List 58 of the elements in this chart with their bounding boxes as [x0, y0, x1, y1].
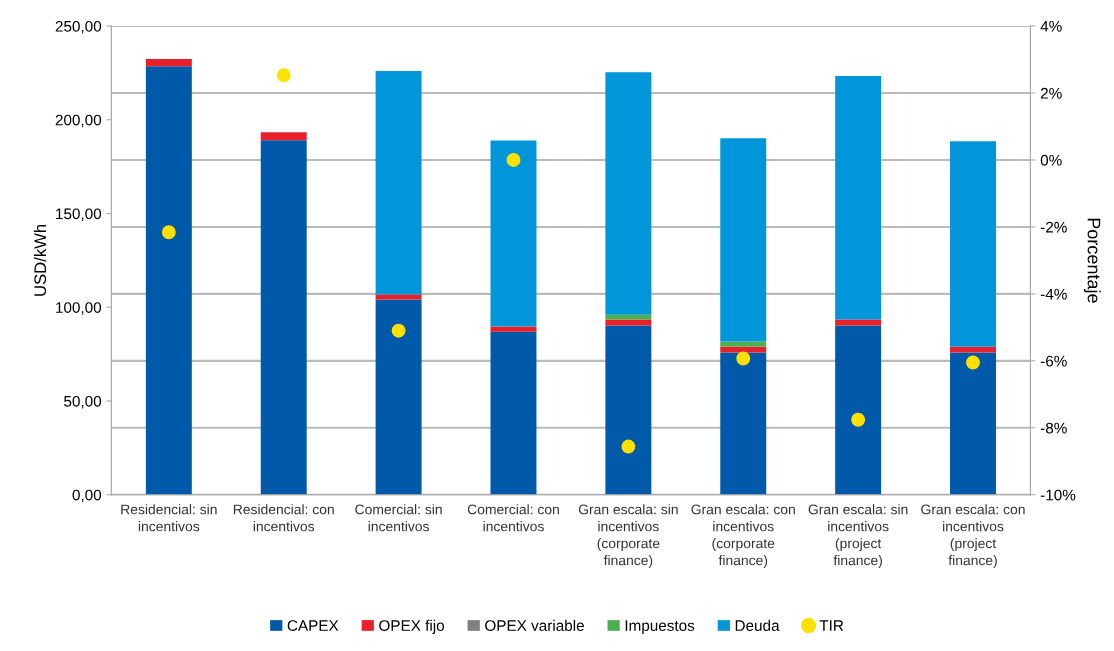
- bar: [720, 341, 767, 347]
- bar: [490, 331, 537, 495]
- x-tick-label: Comercial: sin incentivos: [355, 504, 442, 532]
- bar: [260, 132, 307, 141]
- legend-label: Impuestos: [625, 620, 695, 634]
- y2-tick-label: -4%: [1040, 288, 1067, 300]
- y2-tick-label: -2%: [1040, 221, 1067, 233]
- y-axis-title: USD/kWh: [33, 224, 47, 296]
- y-tick-label: 0,00: [72, 489, 102, 503]
- bar: [950, 352, 996, 495]
- x-tick-label: Gran escala: sin incentivos (corporate finance): [578, 504, 678, 568]
- legend-label: OPEX variable: [485, 619, 584, 631]
- y2-tick-label: -6%: [1040, 355, 1067, 367]
- point: [621, 439, 636, 454]
- bar: [605, 325, 652, 495]
- bar: [375, 71, 422, 295]
- bar: [375, 299, 422, 495]
- x-tick-label: Residencial: sin incentivos: [121, 504, 217, 532]
- bar: [490, 140, 537, 327]
- point: [161, 225, 176, 240]
- y2-tick-label: -10%: [1040, 489, 1076, 501]
- x-tick-label: Gran escala: sin incentivos (project finance): [808, 504, 908, 568]
- bar: [145, 59, 192, 67]
- point: [391, 323, 406, 338]
- point: [851, 412, 866, 427]
- y-tick-label: 100,00: [56, 302, 102, 315]
- bar: [145, 66, 192, 495]
- bar: [490, 326, 537, 332]
- bar: [835, 76, 882, 320]
- legend-label: Deuda: [735, 619, 780, 631]
- legend-label: TIR: [819, 620, 844, 631]
- y2-tick-label: 4%: [1040, 20, 1062, 32]
- y2-axis-title: Porcentaje: [1084, 218, 1101, 303]
- bar: [605, 72, 652, 315]
- x-tick-label: Residencial: con incentivos: [233, 504, 334, 532]
- point: [966, 355, 980, 370]
- point: [506, 153, 521, 167]
- point: [276, 68, 291, 83]
- x-tick-label: Gran escala: con incentivos (project finance): [921, 504, 1025, 568]
- y2-tick-label: -8%: [1040, 422, 1067, 434]
- bar: [835, 319, 882, 326]
- bar: [720, 352, 767, 495]
- bar: [950, 141, 996, 347]
- y-tick-label: 50,00: [64, 395, 102, 409]
- y-tick-label: 250,00: [55, 20, 102, 34]
- y-tick-label: 200,00: [55, 114, 102, 128]
- point: [736, 351, 751, 366]
- y-tick-label: 150,00: [56, 208, 102, 222]
- y2-tick-label: 2%: [1040, 87, 1062, 99]
- bar: [260, 140, 307, 495]
- x-tick-label: Gran escala: con incentivos (corporate finance): [691, 504, 795, 568]
- bar: [720, 138, 767, 342]
- bar: [605, 319, 652, 326]
- bar: [835, 325, 882, 495]
- x-tick-label: Comercial: con incentivos: [467, 504, 559, 532]
- legend-label: OPEX fijo: [379, 619, 445, 634]
- y2-tick-label: 0%: [1040, 154, 1062, 166]
- legend-label: CAPEX: [287, 620, 339, 631]
